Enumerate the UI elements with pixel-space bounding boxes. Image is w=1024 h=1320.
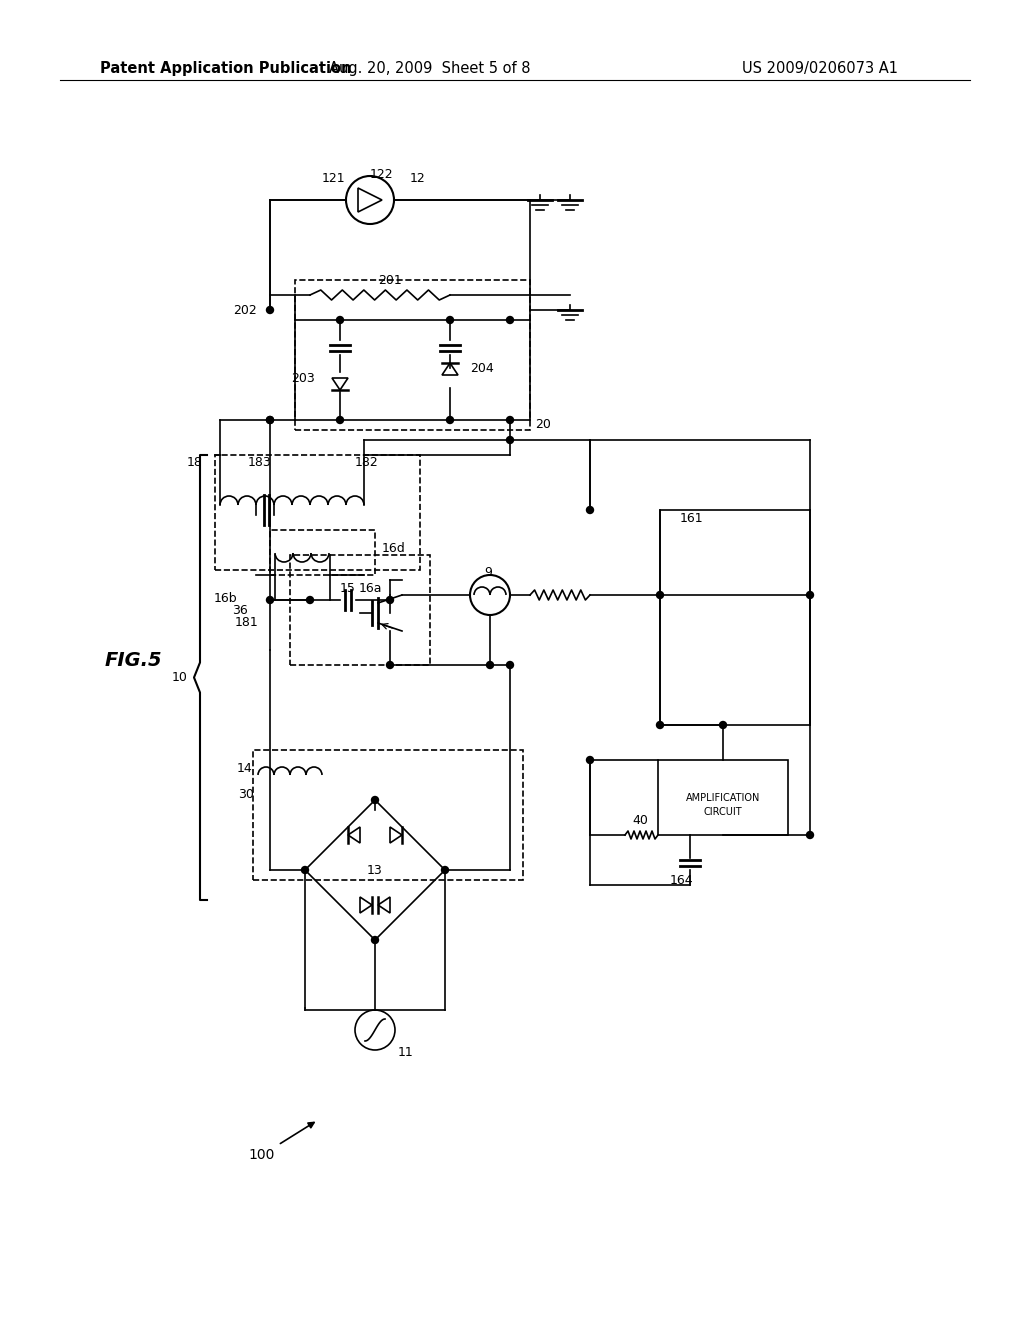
- Circle shape: [507, 437, 513, 444]
- Text: FIG.5: FIG.5: [105, 651, 163, 669]
- Circle shape: [507, 417, 513, 424]
- Text: 161: 161: [680, 511, 703, 524]
- Circle shape: [441, 866, 449, 874]
- Text: 40: 40: [632, 813, 648, 826]
- Text: 204: 204: [470, 362, 494, 375]
- Circle shape: [372, 796, 379, 804]
- Bar: [290, 554, 430, 665]
- Text: 203: 203: [291, 371, 315, 384]
- Circle shape: [656, 722, 664, 729]
- Circle shape: [587, 507, 594, 513]
- Circle shape: [386, 661, 393, 668]
- Circle shape: [386, 597, 393, 603]
- Text: 100: 100: [249, 1148, 275, 1162]
- Bar: [660, 510, 810, 725]
- Circle shape: [301, 866, 308, 874]
- Text: 16d: 16d: [382, 541, 406, 554]
- Circle shape: [337, 417, 343, 424]
- Circle shape: [446, 417, 454, 424]
- Text: 16b: 16b: [213, 591, 237, 605]
- Circle shape: [266, 306, 273, 314]
- Circle shape: [587, 756, 594, 763]
- Text: 183: 183: [248, 455, 271, 469]
- Circle shape: [656, 591, 664, 598]
- Circle shape: [266, 417, 273, 424]
- Circle shape: [486, 661, 494, 668]
- Text: 14: 14: [237, 762, 252, 775]
- Text: 202: 202: [233, 304, 257, 317]
- Circle shape: [266, 597, 273, 603]
- Text: 16a: 16a: [358, 582, 382, 594]
- Text: Patent Application Publication: Patent Application Publication: [100, 61, 351, 75]
- Text: 181: 181: [234, 615, 258, 628]
- Text: Aug. 20, 2009  Sheet 5 of 8: Aug. 20, 2009 Sheet 5 of 8: [330, 61, 530, 75]
- Circle shape: [446, 317, 454, 323]
- Text: 20: 20: [535, 418, 551, 432]
- Text: 12: 12: [410, 172, 426, 185]
- Text: 164: 164: [670, 874, 693, 887]
- Text: 121: 121: [322, 172, 346, 185]
- Text: AMPLIFICATION: AMPLIFICATION: [686, 793, 760, 803]
- Text: CIRCUIT: CIRCUIT: [703, 807, 742, 817]
- Text: US 2009/0206073 A1: US 2009/0206073 A1: [742, 61, 898, 75]
- Circle shape: [720, 722, 726, 729]
- Circle shape: [337, 317, 343, 323]
- Circle shape: [372, 936, 379, 944]
- Circle shape: [266, 417, 273, 424]
- Text: 13: 13: [368, 863, 383, 876]
- Circle shape: [807, 591, 813, 598]
- Text: 11: 11: [398, 1045, 414, 1059]
- Text: 15: 15: [340, 582, 356, 594]
- Bar: [295, 280, 530, 430]
- Bar: [253, 750, 523, 880]
- Text: 10: 10: [172, 671, 188, 684]
- Text: 18: 18: [187, 455, 203, 469]
- Text: 182: 182: [355, 455, 379, 469]
- Text: 122: 122: [370, 168, 393, 181]
- Bar: [658, 760, 788, 836]
- Circle shape: [807, 832, 813, 838]
- Circle shape: [306, 597, 313, 603]
- Text: 36: 36: [232, 603, 248, 616]
- Text: 201: 201: [378, 273, 401, 286]
- Bar: [215, 455, 420, 570]
- Circle shape: [507, 661, 513, 668]
- Text: 9: 9: [484, 566, 492, 579]
- Circle shape: [507, 317, 513, 323]
- Text: 30: 30: [238, 788, 254, 801]
- Bar: [270, 531, 375, 576]
